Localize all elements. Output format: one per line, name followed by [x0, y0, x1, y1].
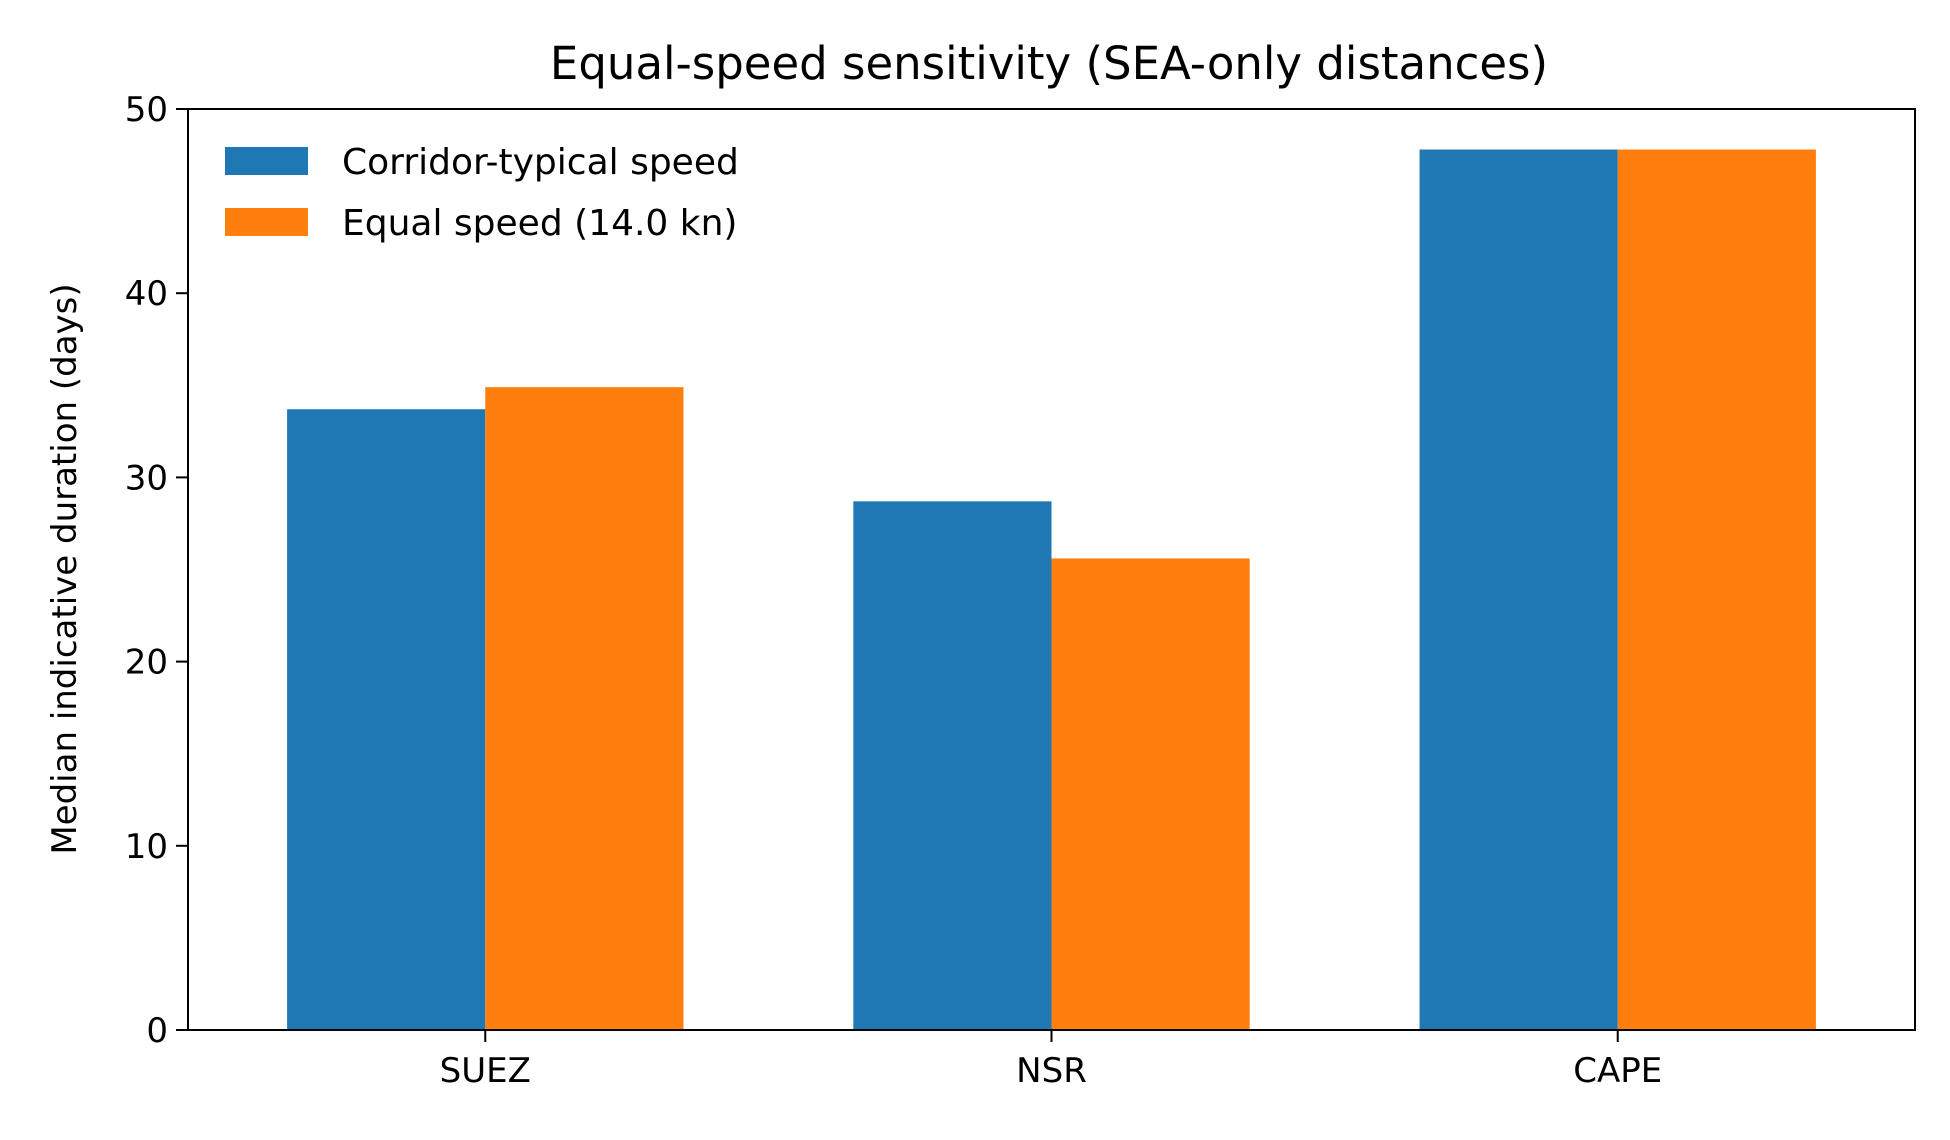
y-tick-label: 30	[125, 458, 168, 498]
bars-group	[287, 149, 1816, 1031]
x-tick-label-suez: SUEZ	[440, 1051, 531, 1091]
y-tick-label: 0	[146, 1011, 168, 1051]
legend-label-series-1: Corridor-typical speed	[342, 142, 739, 183]
chart-title: Equal-speed sensitivity (SEA-only distan…	[550, 37, 1548, 90]
x-tick-label-nsr: NSR	[1016, 1051, 1087, 1091]
bar-nsr-series-1	[853, 501, 1052, 1030]
legend-swatch-series-2	[225, 208, 308, 236]
bar-suez-series-2	[485, 387, 684, 1031]
x-axis: SUEZ NSR CAPE	[440, 1030, 1662, 1091]
y-tick-label: 20	[125, 643, 168, 683]
bar-cape-series-1	[1419, 149, 1618, 1031]
y-tick-label: 10	[125, 827, 168, 867]
bar-cape-series-2	[1617, 149, 1816, 1031]
bar-nsr-series-2	[1051, 558, 1250, 1030]
y-tick-label: 40	[125, 274, 168, 314]
y-axis-label: Median indicative duration (days)	[45, 283, 85, 854]
legend-swatch-series-1	[225, 147, 308, 175]
y-tick-label: 50	[125, 90, 168, 130]
y-axis: 0 10 20 30 40 50	[125, 90, 188, 1051]
legend: Corridor-typical speed Equal speed (14.0 …	[225, 142, 739, 244]
bar-suez-series-1	[287, 409, 486, 1031]
legend-label-series-2: Equal speed (14.0 kn)	[342, 203, 737, 244]
x-tick-label-cape: CAPE	[1573, 1051, 1662, 1091]
